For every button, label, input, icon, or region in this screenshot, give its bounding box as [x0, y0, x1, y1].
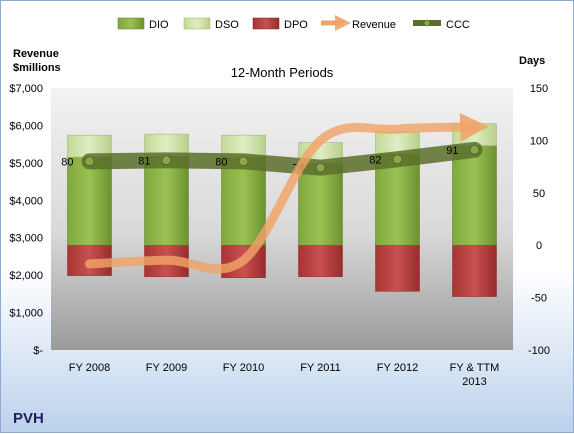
left-tick-label: $1,000: [9, 308, 43, 320]
bar-dpo: [375, 244, 420, 292]
left-tick-label: $3,000: [9, 233, 43, 245]
right-axis-ticks: -100 -50 0 50 100 150: [528, 83, 550, 357]
legend-swatch-dpo: [252, 17, 280, 30]
bars: [67, 123, 497, 297]
right-tick-label: 150: [530, 83, 548, 95]
legend-label-dso: DSO: [215, 19, 239, 31]
legend-label-dio: DIO: [149, 19, 169, 31]
right-tick-label: 50: [533, 188, 545, 200]
legend: DIO DSO DPO Revenue CCC: [117, 14, 470, 32]
bar-dpo: [452, 244, 497, 297]
legend-swatch-ccc-dot: [423, 19, 431, 27]
left-tick-label: $4,000: [9, 195, 43, 207]
category-label: FY 2011: [300, 362, 341, 374]
category-label: FY 2008: [69, 362, 110, 374]
ccc-data-label: 82: [369, 154, 381, 166]
category-label: 2013: [462, 376, 486, 388]
ccc-point: [392, 154, 403, 165]
ccc-data-label: 81: [138, 155, 150, 167]
ccc-point: [469, 145, 480, 155]
legend-swatch-dio: [117, 17, 145, 30]
left-tick-label: $2,000: [9, 270, 43, 282]
legend-label-revenue: Revenue: [352, 19, 396, 31]
ccc-point: [238, 156, 249, 167]
left-axis-title-line1: Revenue: [13, 48, 59, 60]
category-labels: FY 2008 FY 2009 FY 2010 FY 2011 FY 2012 FY & …: [69, 362, 500, 388]
ccc-point: [315, 162, 326, 173]
right-tick-label: -100: [528, 345, 550, 357]
chart-title: 12-Month Periods: [231, 65, 334, 80]
ccc-point: [84, 156, 95, 167]
category-label: FY & TTM: [450, 362, 500, 374]
left-axis-title-line2: $millions: [13, 62, 61, 74]
bar-dio: [144, 155, 189, 246]
legend-label-ccc: CCC: [446, 19, 470, 31]
left-axis-ticks: $- $1,000 $2,000 $3,000 $4,000 $5,000 $6,000 $7…: [9, 83, 43, 357]
bar-dio: [452, 145, 497, 246]
category-label: FY 2010: [223, 362, 264, 374]
bar-dpo: [298, 244, 343, 277]
revenue-line-path: [85, 112, 489, 274]
ccc-data-label: 80: [215, 156, 227, 168]
ccc-data-label: 80: [61, 156, 73, 168]
category-label: FY 2009: [146, 362, 187, 374]
ccc-data-label: 91: [446, 145, 458, 157]
ccc-point: [161, 155, 172, 166]
legend-swatch-dso: [183, 17, 211, 30]
left-tick-label: $5,000: [9, 158, 43, 170]
category-label: FY 2012: [377, 362, 418, 374]
right-tick-label: 100: [530, 135, 548, 147]
ccc-line-path: [81, 141, 483, 176]
right-tick-label: 0: [536, 240, 542, 252]
bar-dio: [375, 153, 420, 246]
left-tick-label: $-: [33, 345, 43, 357]
legend-label-dpo: DPO: [284, 19, 308, 31]
bar-dio: [298, 163, 343, 246]
left-tick-label: $7,000: [9, 83, 43, 95]
bar-dio: [67, 156, 112, 246]
right-tick-label: -50: [531, 293, 547, 305]
company-label: PVH: [13, 410, 44, 427]
left-tick-label: $6,000: [9, 120, 43, 132]
right-axis-title: Days: [519, 55, 545, 67]
bar-dio: [221, 156, 266, 246]
revenue-line: [85, 112, 489, 274]
